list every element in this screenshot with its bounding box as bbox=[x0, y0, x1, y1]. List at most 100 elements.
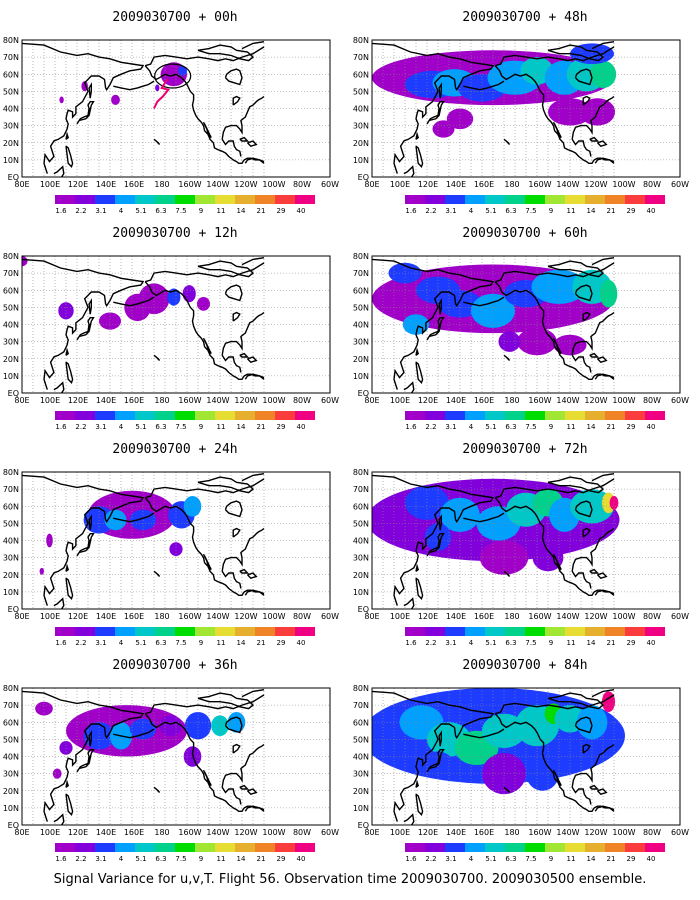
colorbar-label: 5.1 bbox=[135, 639, 146, 647]
lon-tick-label: 60W bbox=[671, 180, 689, 189]
coastline bbox=[438, 730, 443, 747]
colorbar-label: 40 bbox=[647, 207, 656, 215]
colorbar-label: 29 bbox=[277, 639, 286, 647]
colorbar-swatch bbox=[605, 195, 625, 204]
lon-tick-label: 80E bbox=[364, 612, 379, 621]
colorbar-swatch bbox=[465, 411, 485, 420]
colorbar-label: 7.5 bbox=[525, 855, 536, 863]
coastline bbox=[574, 716, 593, 734]
coastline bbox=[494, 694, 615, 715]
coastline bbox=[415, 577, 424, 601]
coastline bbox=[403, 165, 415, 177]
variance-region bbox=[432, 120, 455, 138]
colorbar-label: 4 bbox=[469, 207, 474, 215]
colorbar-label: 5.1 bbox=[135, 423, 146, 431]
lon-tick-label: 80W bbox=[643, 612, 661, 621]
coastline bbox=[571, 743, 615, 788]
colorbar-swatch bbox=[505, 411, 525, 420]
coastline bbox=[246, 788, 258, 795]
coastline bbox=[65, 577, 74, 601]
colorbar-swatch bbox=[525, 627, 545, 636]
coastline bbox=[153, 138, 161, 145]
lat-tick-label: 40N bbox=[3, 321, 19, 330]
coastline bbox=[65, 779, 70, 788]
lon-tick-label: 140E bbox=[96, 828, 116, 837]
colorbar-swatch bbox=[625, 411, 645, 420]
colorbar-swatch bbox=[115, 843, 135, 852]
coastline bbox=[582, 743, 591, 754]
coastline bbox=[244, 157, 265, 164]
lon-tick-label: 80E bbox=[364, 180, 379, 189]
colorbar-swatch bbox=[445, 411, 465, 420]
coastline bbox=[582, 311, 591, 322]
colorbar-label: 40 bbox=[647, 423, 656, 431]
colorbar-label: 21 bbox=[607, 639, 616, 647]
lat-tick-label: 10N bbox=[353, 588, 369, 597]
lon-tick-label: 160E bbox=[474, 612, 494, 621]
variance-region bbox=[35, 701, 53, 716]
lat-tick-label: 80N bbox=[3, 468, 19, 477]
colorbar-swatch bbox=[195, 195, 215, 204]
coastline bbox=[246, 356, 258, 363]
variance-region bbox=[59, 741, 73, 755]
colorbar-swatch bbox=[95, 627, 115, 636]
coastline bbox=[503, 570, 511, 577]
colorbar-swatch bbox=[155, 411, 175, 420]
lat-tick-label: 50N bbox=[3, 735, 19, 744]
colorbar-swatch bbox=[405, 411, 425, 420]
colorbar: 1.6 2.2 3.1 4 5.1 6.3 7.5 9 11 14 21 29 40 bbox=[55, 843, 315, 863]
coastline bbox=[582, 527, 591, 538]
coastline bbox=[241, 257, 265, 266]
colorbar-label: 7.5 bbox=[175, 423, 186, 431]
coastline bbox=[65, 563, 70, 572]
colorbar-swatch bbox=[645, 843, 665, 852]
lat-tick-label: 70N bbox=[3, 485, 19, 494]
highlight-circle bbox=[154, 63, 192, 89]
colorbar-label: 40 bbox=[297, 207, 306, 215]
coastline bbox=[197, 692, 255, 710]
colorbar-label: 9 bbox=[549, 207, 553, 215]
coastline bbox=[463, 512, 505, 523]
colorbar-swatch bbox=[295, 195, 315, 204]
lat-tick-label: 50N bbox=[3, 519, 19, 528]
lon-tick-label: 140E bbox=[96, 180, 116, 189]
coastline bbox=[463, 80, 505, 91]
lon-tick-label: 80W bbox=[293, 828, 311, 837]
lat-tick-label: 60N bbox=[353, 502, 369, 511]
coastline bbox=[415, 563, 420, 572]
lon-tick-label: 120W bbox=[234, 396, 257, 405]
lon-tick-label: 160E bbox=[124, 828, 144, 837]
colorbar-label: 2.2 bbox=[425, 639, 436, 647]
coastline bbox=[552, 121, 562, 139]
lat-tick-label: 40N bbox=[3, 105, 19, 114]
colorbar-label: 11 bbox=[217, 207, 226, 215]
lon-tick-label: 120W bbox=[234, 612, 257, 621]
lat-tick-label: 60N bbox=[3, 286, 19, 295]
variance-region bbox=[599, 280, 618, 308]
lon-tick-label: 160W bbox=[528, 180, 551, 189]
colorbar-label: 5.1 bbox=[485, 639, 496, 647]
lon-tick-label: 140W bbox=[556, 180, 579, 189]
colorbar-label: 21 bbox=[607, 423, 616, 431]
lon-tick-label: 180 bbox=[154, 180, 169, 189]
coastline bbox=[372, 474, 495, 606]
colorbar-swatch bbox=[235, 195, 255, 204]
lat-tick-label: 20N bbox=[3, 787, 19, 796]
coastline bbox=[244, 589, 265, 596]
coastline bbox=[202, 121, 212, 139]
colorbar-label: 5.1 bbox=[485, 855, 496, 863]
lat-tick-label: 30N bbox=[3, 122, 19, 131]
lon-tick-label: 100E bbox=[390, 612, 410, 621]
colorbar-swatch bbox=[75, 843, 95, 852]
colorbar-swatch bbox=[195, 411, 215, 420]
panel-title: 2009030700 + 24h bbox=[112, 442, 238, 457]
colorbar-label: 5.1 bbox=[135, 207, 146, 215]
lon-tick-label: 120W bbox=[234, 180, 257, 189]
colorbar-swatch bbox=[235, 843, 255, 852]
variance-region bbox=[52, 768, 62, 779]
coastline bbox=[571, 786, 592, 805]
lat-tick-label: 20N bbox=[3, 571, 19, 580]
lat-tick-label: 20N bbox=[353, 787, 369, 796]
